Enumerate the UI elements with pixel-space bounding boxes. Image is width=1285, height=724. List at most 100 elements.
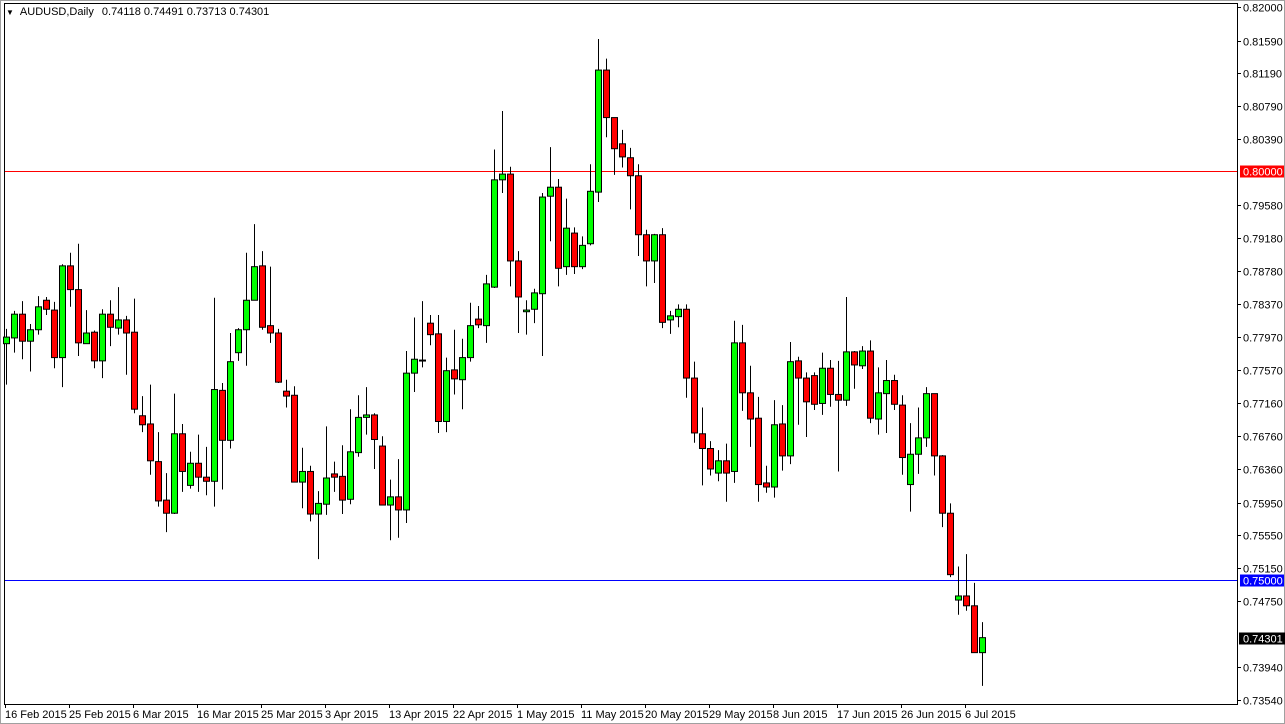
bullish-candle (483, 283, 490, 327)
bullish-candle (323, 477, 330, 505)
bearish-candle (571, 232, 578, 268)
y-tick-label: 0.73540 (1243, 696, 1283, 708)
bearish-candle (755, 417, 762, 486)
bullish-candle (875, 392, 882, 420)
y-tick-label: 0.77970 (1243, 333, 1283, 345)
bearish-candle (147, 423, 154, 462)
bullish-candle (923, 393, 930, 439)
bearish-candle (683, 308, 690, 379)
bullish-candle (955, 595, 962, 601)
bearish-candle (43, 299, 50, 310)
bearish-candle (739, 342, 746, 394)
x-tick-label: 17 Jun 2015 (837, 709, 898, 721)
bearish-candle (723, 460, 730, 474)
x-tick-label: 1 May 2015 (517, 709, 574, 721)
bearish-candle (555, 186, 562, 269)
y-tick-label: 0.78370 (1243, 300, 1283, 312)
y-tick-label: 0.75950 (1243, 499, 1283, 511)
bearish-candle (435, 333, 442, 422)
x-tick-label: 25 Mar 2015 (261, 709, 323, 721)
bullish-candle (459, 357, 466, 381)
bullish-candle (715, 460, 722, 474)
level-price-label-bg (1240, 165, 1284, 178)
bearish-candle (827, 367, 834, 395)
bearish-candle (307, 470, 314, 515)
bearish-candle (139, 415, 146, 426)
bullish-candle (907, 453, 914, 486)
bearish-candle (803, 377, 810, 403)
bearish-candle (163, 499, 170, 514)
bullish-candle (595, 69, 602, 193)
bearish-candle (515, 260, 522, 298)
bullish-candle (883, 380, 890, 395)
bearish-candle (19, 313, 26, 342)
bearish-candle (611, 117, 618, 150)
bearish-candle (451, 369, 458, 380)
bearish-candle (867, 350, 874, 419)
bearish-candle (643, 234, 650, 262)
x-tick-label: 3 Apr 2015 (325, 709, 378, 721)
bearish-candle (899, 404, 906, 459)
bullish-candle (347, 451, 354, 500)
x-tick-label: 11 May 2015 (581, 709, 644, 721)
bullish-candle (587, 190, 594, 245)
bearish-candle (259, 265, 266, 328)
bearish-candle (699, 433, 706, 450)
x-tick-label: 29 May 2015 (709, 709, 773, 721)
bearish-candle (123, 319, 130, 334)
bullish-candle (915, 437, 922, 455)
bearish-candle (971, 605, 978, 654)
bullish-candle (859, 350, 866, 367)
y-tick-label: 0.75550 (1243, 531, 1283, 543)
y-tick-label: 0.77570 (1243, 366, 1283, 378)
bearish-candle (107, 313, 114, 328)
triangle-down-icon[interactable]: ▼ (6, 7, 14, 17)
bullish-candle (419, 359, 426, 362)
bullish-candle (315, 502, 322, 515)
bullish-candle (115, 319, 122, 329)
bearish-candle (747, 392, 754, 420)
bearish-candle (155, 461, 162, 502)
bullish-candle (387, 496, 394, 506)
bullish-candle (675, 308, 682, 318)
bullish-candle (27, 329, 34, 342)
bullish-candle (403, 372, 410, 511)
last-price-label-bg (1239, 632, 1285, 645)
bullish-candle (539, 196, 546, 295)
x-tick-label: 25 Feb 2015 (69, 709, 131, 721)
bullish-candle (83, 332, 90, 345)
bearish-candle (891, 380, 898, 405)
y-tick-label: 0.82000 (1243, 3, 1283, 15)
x-tick-label: 20 May 2015 (645, 709, 709, 721)
bearish-candle (659, 234, 666, 323)
bullish-candle (411, 358, 418, 374)
bearish-candle (339, 475, 346, 501)
y-tick-label: 0.80390 (1243, 135, 1283, 147)
ohlc-readout: 0.74118 0.74491 0.73713 0.74301 (101, 6, 270, 18)
bearish-candle (619, 143, 626, 158)
bullish-candle (243, 299, 250, 331)
level-price-label: 0.75000 (1243, 576, 1283, 588)
bearish-candle (291, 394, 298, 483)
level-price-label-bg (1240, 574, 1284, 587)
y-tick-label: 0.80790 (1243, 102, 1283, 114)
y-tick-label: 0.74750 (1243, 597, 1283, 609)
bullish-candle (211, 389, 218, 482)
bearish-candle (371, 414, 378, 441)
plot-frame (4, 3, 1238, 705)
bullish-candle (443, 370, 450, 422)
last-price-label: 0.74301 (1243, 634, 1283, 646)
bullish-candle (787, 361, 794, 457)
bearish-candle (283, 390, 290, 397)
bearish-candle (931, 393, 938, 457)
bearish-candle (179, 433, 186, 472)
y-tick-label: 0.81190 (1243, 69, 1282, 81)
bearish-candle (939, 455, 946, 514)
bearish-candle (811, 375, 818, 405)
bearish-candle (475, 318, 482, 326)
bearish-candle (707, 448, 714, 470)
bullish-candle (819, 367, 826, 404)
bearish-candle (203, 476, 210, 482)
bearish-candle (507, 173, 514, 262)
